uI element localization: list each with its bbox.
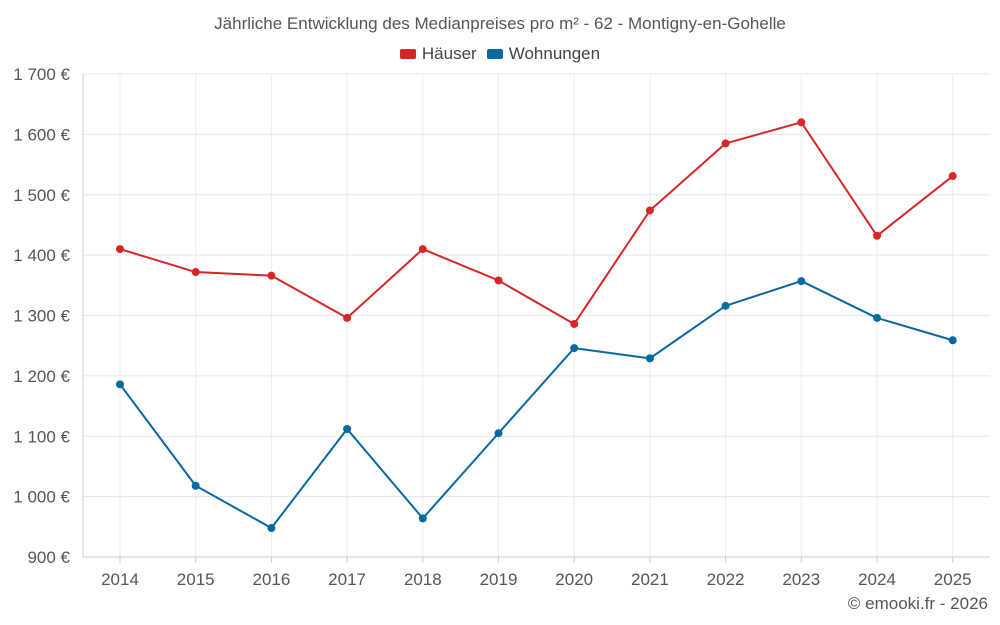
x-tick-label: 2018 (404, 570, 442, 589)
x-tick-label: 2017 (328, 570, 366, 589)
data-point-wohnungen (645, 354, 654, 363)
series-line-wohnungen (119, 280, 953, 530)
series-line-haeuser (119, 121, 954, 325)
legend-item-haeuser[interactable]: Häuser (399, 44, 477, 64)
data-point-haeuser (343, 313, 352, 322)
x-tick-label: 2025 (934, 570, 972, 589)
legend-item-wohnungen[interactable]: Wohnungen (486, 44, 601, 64)
x-tick-label: 2014 (101, 570, 139, 589)
data-point-wohnungen (418, 514, 427, 523)
y-tick-label: 900 € (27, 548, 70, 567)
x-tick-label: 2024 (858, 570, 896, 589)
data-point-wohnungen (721, 301, 730, 310)
data-point-wohnungen (191, 481, 200, 490)
data-point-haeuser (418, 245, 427, 254)
x-tick-label: 2021 (631, 570, 669, 589)
credit-text: © emooki.fr - 2026 (847, 594, 988, 613)
legend: Häuser Wohnungen (0, 44, 1000, 64)
data-point-wohnungen (797, 277, 806, 286)
data-point-haeuser (948, 172, 957, 181)
y-tick-label: 1 300 € (13, 307, 70, 326)
data-point-haeuser (191, 268, 200, 277)
data-point-wohnungen (116, 380, 124, 389)
data-point-wohnungen (948, 336, 957, 345)
chart-title: Jährliche Entwicklung des Medianpreises … (214, 14, 786, 33)
data-point-haeuser (797, 118, 806, 127)
y-tick-label: 1 400 € (13, 246, 70, 265)
data-point-wohnungen (873, 313, 881, 322)
y-tick-label: 1 000 € (13, 488, 70, 507)
x-tick-label: 2023 (782, 570, 820, 589)
x-tick-label: 2015 (177, 570, 215, 589)
data-point-haeuser (267, 271, 276, 280)
legend-swatch-haeuser (399, 49, 416, 59)
data-point-haeuser (721, 139, 730, 148)
legend-swatch-wohnungen (486, 49, 503, 59)
x-tick-label: 2022 (707, 570, 745, 589)
legend-label-haeuser: Häuser (421, 44, 477, 63)
y-tick-label: 1 200 € (13, 367, 70, 386)
data-point-haeuser (570, 319, 579, 328)
data-point-haeuser (873, 231, 881, 240)
data-point-wohnungen (267, 524, 276, 533)
data-point-wohnungen (494, 429, 503, 438)
data-point-haeuser (116, 245, 124, 254)
x-tick-label: 2016 (252, 570, 290, 589)
data-point-wohnungen (570, 344, 579, 353)
x-tick-label: 2020 (555, 570, 593, 589)
legend-label-wohnungen: Wohnungen (508, 44, 601, 63)
y-tick-label: 1 600 € (13, 125, 70, 144)
y-tick-label: 1 700 € (13, 65, 70, 84)
x-tick-label: 2019 (480, 570, 518, 589)
y-tick-label: 1 500 € (13, 186, 70, 205)
data-point-haeuser (494, 276, 503, 285)
data-point-wohnungen (343, 425, 352, 434)
y-tick-label: 1 100 € (13, 427, 70, 446)
data-point-haeuser (645, 206, 654, 215)
